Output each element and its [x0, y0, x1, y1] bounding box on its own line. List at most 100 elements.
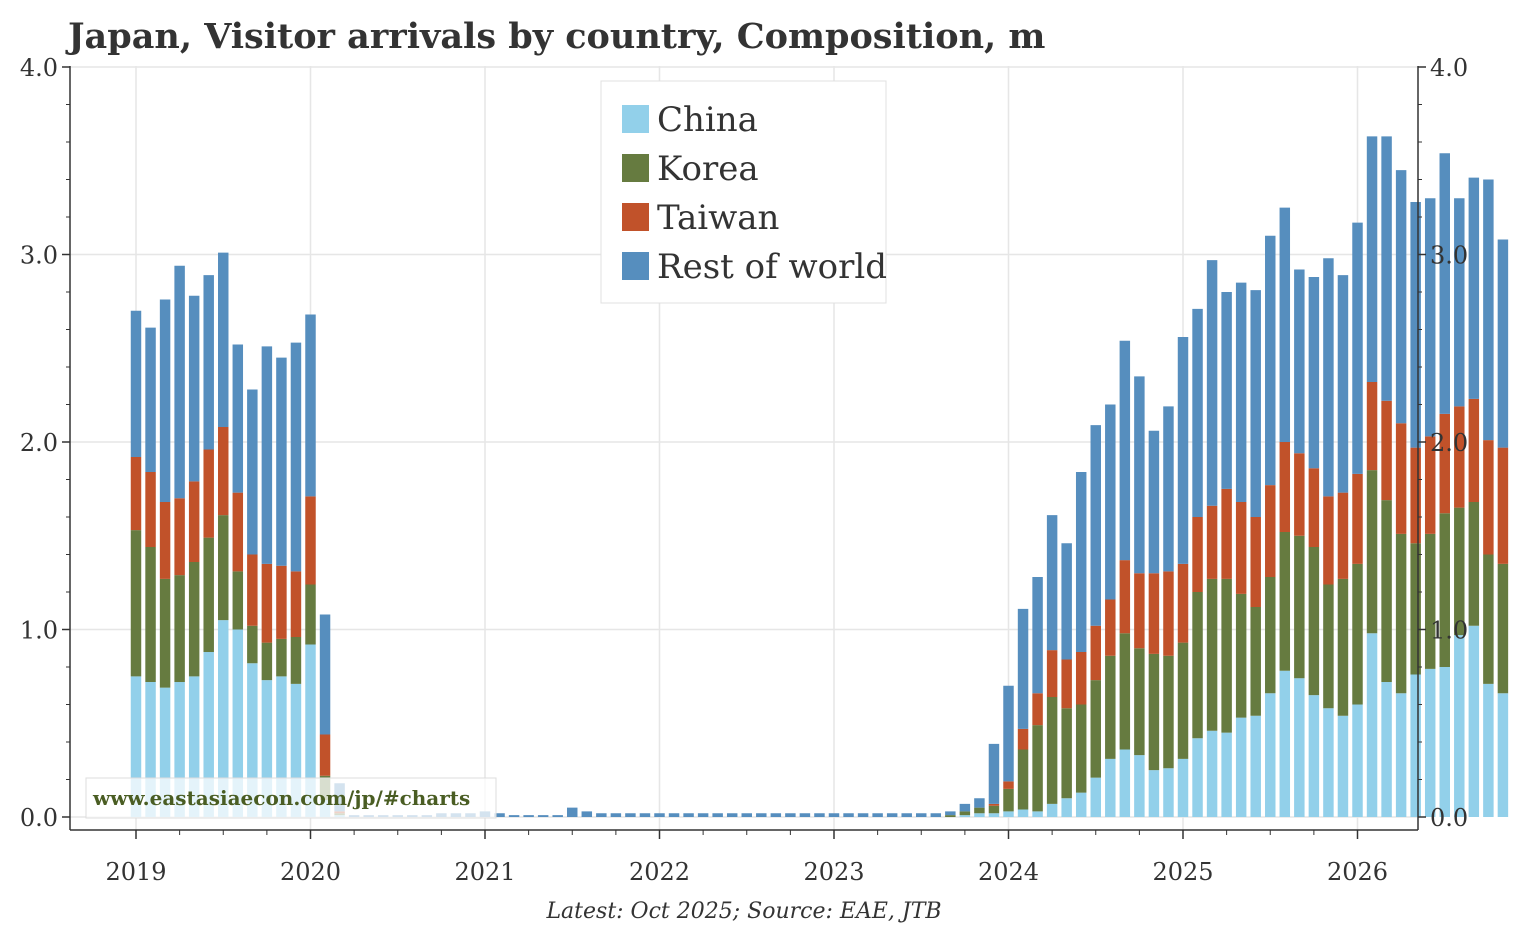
bar-segment [1119, 340, 1131, 561]
y-tick-label-right: 1.0 [1430, 617, 1468, 645]
bar-segment [814, 813, 825, 817]
bar-segment [1206, 730, 1218, 817]
bar-segment [1192, 592, 1203, 739]
bar-segment [203, 537, 214, 653]
bar-segment [974, 813, 985, 817]
bar-segment [1352, 222, 1363, 474]
bar-segment [1003, 811, 1014, 818]
bar-segment [1265, 485, 1276, 578]
bar-segment [1075, 704, 1087, 793]
bar-segment [1439, 153, 1450, 414]
bar-segment [1308, 468, 1320, 547]
bar-segment [1352, 473, 1363, 564]
y-tick-label-left: 3.0 [20, 242, 58, 270]
watermark-text: www.eastasiaecon.com/jp/#charts [92, 786, 470, 810]
bar-segment [1439, 667, 1450, 817]
bar-segment [1294, 678, 1305, 817]
bar-segment [1265, 577, 1276, 694]
bar-segment [1454, 198, 1465, 407]
bar-segment [130, 310, 142, 457]
bar-segment [494, 813, 505, 817]
bar-segment [1206, 505, 1218, 579]
bar-segment [1046, 697, 1058, 804]
bar-segment [741, 813, 752, 817]
bar-segment [1337, 578, 1349, 716]
bar-segment [247, 663, 258, 817]
bar-segment [1323, 708, 1334, 817]
bar-segment [159, 502, 171, 579]
bar-segment [1424, 198, 1436, 437]
x-tick-label: 2020 [280, 858, 341, 886]
bar-segment [945, 811, 956, 816]
bar-segment [1148, 653, 1160, 771]
bar-segment [1177, 337, 1189, 564]
bar-segment [232, 629, 244, 817]
bar-segment [188, 676, 200, 818]
bar-segment [218, 620, 229, 818]
bar-segment [1352, 704, 1363, 817]
bar-segment [1483, 440, 1494, 555]
bar-segment [1075, 652, 1087, 705]
bar-segment [1163, 571, 1174, 656]
bar-segment [974, 798, 985, 808]
bar-segment [218, 427, 229, 516]
legend: China Korea Taiwan Rest of world [600, 80, 887, 304]
bar-segment [290, 342, 302, 572]
bar-segment [1410, 543, 1421, 675]
bar-segment [1003, 685, 1014, 782]
bar-segment [1366, 136, 1378, 382]
bar-segment [1366, 382, 1378, 471]
bar-segment [1235, 717, 1247, 818]
y-tick-label-right: 4.0 [1430, 54, 1468, 82]
bar-segment [1294, 453, 1305, 536]
bar-segment [1163, 768, 1174, 817]
y-tick-label-left: 0.0 [20, 804, 58, 832]
x-tick-label: 2021 [454, 858, 515, 886]
bar-segment [1017, 809, 1029, 817]
bar-segment [1483, 554, 1494, 684]
bar-segment [1468, 177, 1480, 399]
axes-layer: 0.0 0.0 1.0 1.0 2.0 2.0 3.0 3.0 4.0 4.0 2019 2020 20… [20, 54, 1468, 886]
bar-segment [1177, 563, 1189, 643]
bar-segment [290, 683, 302, 818]
legend-label: China [657, 100, 758, 140]
bar-segment [1250, 517, 1261, 607]
bar-segment [276, 638, 287, 677]
bar-segment [1483, 179, 1494, 441]
bar-segment [305, 584, 316, 645]
bar-segment [261, 642, 273, 681]
bar-segment [1163, 655, 1174, 769]
bar-segment [1134, 755, 1145, 818]
bar-segment [145, 682, 156, 817]
bar-segment [261, 563, 273, 643]
bar-segment [1046, 650, 1058, 698]
bar-segment [319, 734, 331, 776]
bar-segment [1250, 290, 1261, 518]
bar-segment [1046, 515, 1058, 651]
bar-segment [305, 496, 316, 585]
bar-segment [654, 813, 665, 817]
bar-segment [188, 481, 200, 562]
bar-segment [1148, 573, 1160, 654]
bar-segment [1381, 500, 1392, 683]
bar-segment [1279, 670, 1291, 817]
bar-segment [988, 813, 1000, 817]
bar-segment [537, 815, 549, 818]
bar-segment [1439, 413, 1450, 514]
bar-segment [130, 530, 142, 677]
source-note: Latest: Oct 2025; Source: EAE, JTB [545, 899, 941, 924]
watermark: www.eastasiaecon.com/jp/#charts [85, 777, 497, 819]
bar-segment [276, 676, 287, 818]
bar-segment [799, 813, 811, 817]
bar-segment [828, 813, 840, 817]
bar-segment [1337, 715, 1349, 817]
bar-segment [1235, 282, 1247, 502]
bar-segment [232, 571, 244, 630]
bar-segment [1075, 472, 1087, 652]
bar-segment [145, 547, 156, 682]
bar-segment [1366, 633, 1378, 817]
bar-segment [1148, 430, 1160, 574]
bar-segment [581, 811, 593, 818]
